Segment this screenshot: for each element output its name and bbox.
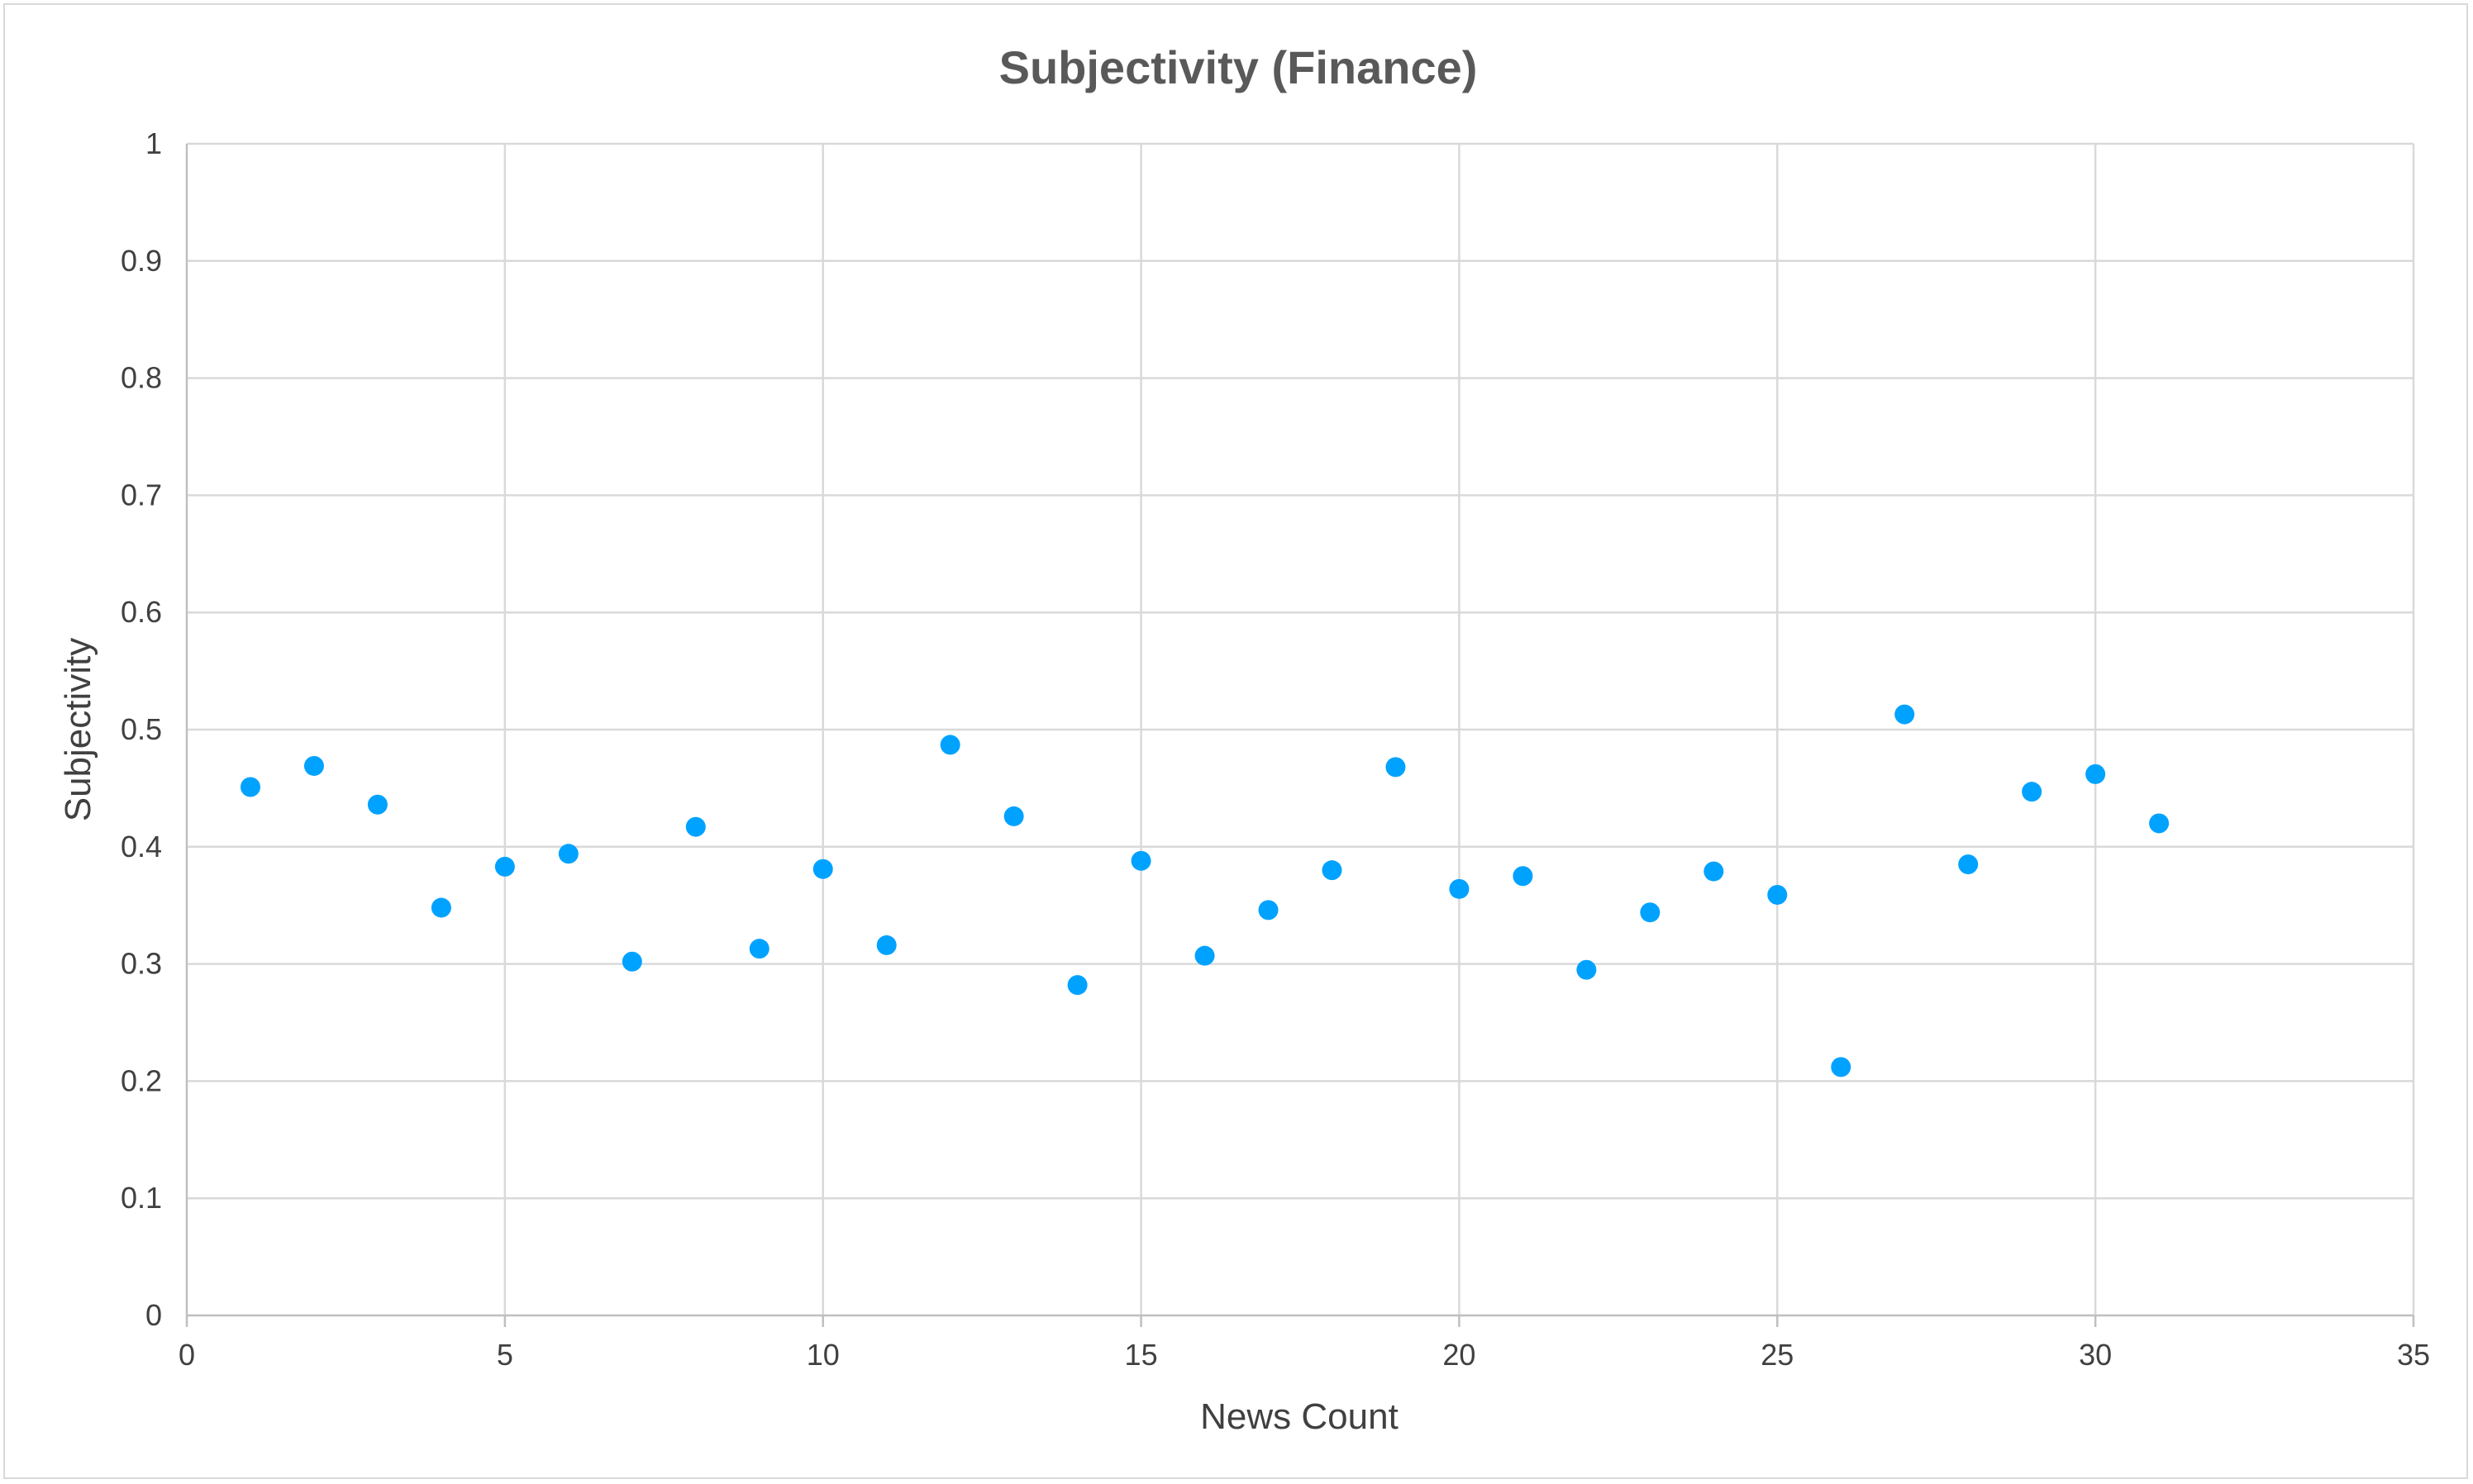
scatter-chart: 00.10.20.30.40.50.60.70.80.910 5 10 15 20 25 3… <box>58 41 2430 1437</box>
chart-frame: 0 0.1 0.2 0.3 0.4 0.5 0.6 0.7 0.8 0.9 1 0 5 10 15 20 25 3… <box>3 3 2468 1479</box>
data-point <box>1258 900 1279 920</box>
y-tick-label: 0.9 <box>121 244 162 278</box>
data-point <box>1322 860 1342 881</box>
y-tick-label: 0.3 <box>121 947 162 981</box>
data-point <box>1894 704 1915 725</box>
y-tick-label: 0.4 <box>121 830 162 863</box>
x-tick-label: 10 <box>807 1338 840 1372</box>
data-point <box>1194 945 1215 966</box>
data-point <box>2022 782 2042 802</box>
data-point <box>431 897 451 918</box>
data-point <box>558 844 579 864</box>
y-tick-label: 0.1 <box>121 1181 162 1215</box>
data-point <box>1131 850 1151 871</box>
y-tick-label: 0.8 <box>121 361 162 395</box>
data-point <box>494 856 515 877</box>
y-axis-label: Subjectivity <box>58 638 98 822</box>
data-point <box>1958 854 1979 875</box>
x-tick-label: 5 <box>497 1338 513 1372</box>
x-axis-label: News Count <box>1200 1396 1399 1437</box>
data-point <box>749 939 770 959</box>
data-point <box>1831 1057 1851 1077</box>
axis-layer <box>185 144 2415 1327</box>
data-point <box>1385 757 1406 778</box>
data-point <box>1703 861 1724 882</box>
data-point <box>2149 813 2170 834</box>
data-point <box>1767 884 1788 905</box>
data-point <box>812 859 833 879</box>
data-point <box>1576 959 1597 980</box>
data-point <box>367 794 388 815</box>
data-point <box>940 735 960 755</box>
data-point <box>1640 902 1661 923</box>
x-tick-label: 0 <box>179 1338 195 1372</box>
data-point <box>876 935 897 955</box>
y-tick-label: 0.5 <box>121 712 162 746</box>
x-tick-label: 30 <box>2079 1338 2112 1372</box>
x-tick-label: 35 <box>2397 1338 2430 1372</box>
x-tick-label: 25 <box>1761 1338 1794 1372</box>
data-point <box>622 951 642 972</box>
x-tick-label: 20 <box>1442 1338 1475 1372</box>
data-point <box>2085 763 2106 784</box>
data-point <box>1067 975 1088 996</box>
data-points-layer <box>240 704 2170 1077</box>
y-tick-label: 0.6 <box>121 595 162 629</box>
data-point <box>303 755 324 776</box>
y-tick-label: 0 <box>145 1298 162 1332</box>
data-point <box>240 777 260 797</box>
y-tick-label: 0.2 <box>121 1063 162 1097</box>
y-tick-label: 0.7 <box>121 478 162 511</box>
data-point <box>1449 878 1470 899</box>
chart-title: Subjectivity (Finance) <box>999 41 1478 93</box>
x-tick-label: 15 <box>1125 1338 1158 1372</box>
tick-label-layer: 00.10.20.30.40.50.60.70.80.910 5 10 15 20 25 3… <box>121 126 2430 1372</box>
data-point <box>685 816 706 837</box>
data-point <box>1003 806 1024 826</box>
data-point <box>1513 866 1533 887</box>
grid-layer <box>187 142 2415 1315</box>
y-tick-label: 1 <box>145 126 162 160</box>
